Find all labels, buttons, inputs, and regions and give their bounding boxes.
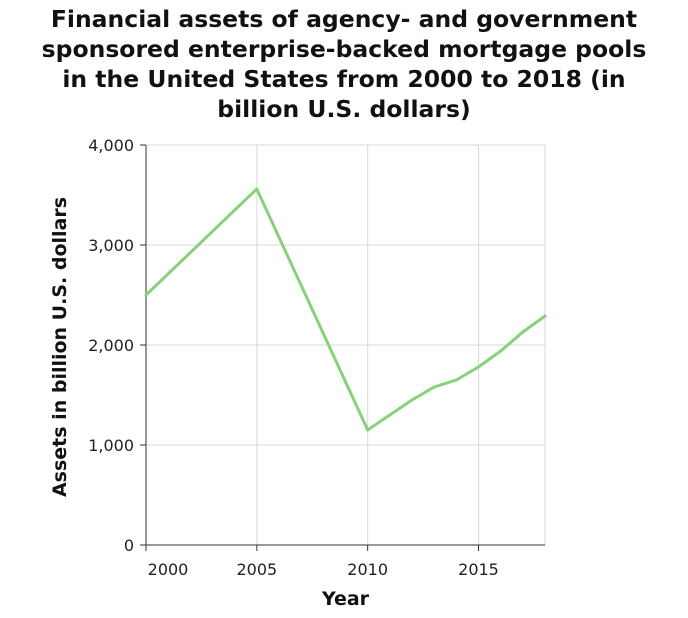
data-point [366, 428, 370, 432]
x-tick-label: 2005 [236, 560, 277, 579]
data-point [499, 349, 503, 353]
chart-title-line: in the United States from 2000 to 2018 (… [62, 65, 626, 93]
chart-title-line: Financial assets of agency- and governme… [50, 5, 638, 33]
x-axis-title: Year [321, 588, 370, 610]
y-axis-title: Assets in billion U.S. dollars [49, 197, 71, 497]
grid-lines [146, 144, 546, 545]
tick-labels: 0 1,000 2,000 3,000 4,000 2000 2005 2010 2015 [88, 136, 499, 579]
chart-title-line: billion U.S. dollars) [217, 95, 471, 123]
y-tick-label: 0 [124, 536, 134, 555]
data-point [144, 293, 148, 297]
y-tick-label: 1,000 [88, 436, 134, 455]
data-point [432, 385, 436, 389]
chart-title: Financial assets of agency- and governme… [0, 4, 688, 124]
x-tick-label: 2010 [347, 560, 388, 579]
y-tick-label: 3,000 [88, 236, 134, 255]
series-layer [144, 187, 547, 432]
y-tick-label: 4,000 [88, 136, 134, 155]
x-tick-label: 2015 [458, 560, 499, 579]
x-tick-label: 2000 [148, 560, 189, 579]
data-point [543, 314, 547, 318]
data-point [410, 398, 414, 402]
data-point [255, 187, 259, 191]
chart-title-line: sponsored enterprise-backed mortgage poo… [41, 35, 647, 63]
axes [140, 144, 545, 551]
y-tick-label: 2,000 [88, 336, 134, 355]
data-point [388, 413, 392, 417]
data-point [521, 330, 525, 334]
data-point [454, 378, 458, 382]
data-point [477, 365, 480, 369]
series-line [144, 187, 547, 432]
